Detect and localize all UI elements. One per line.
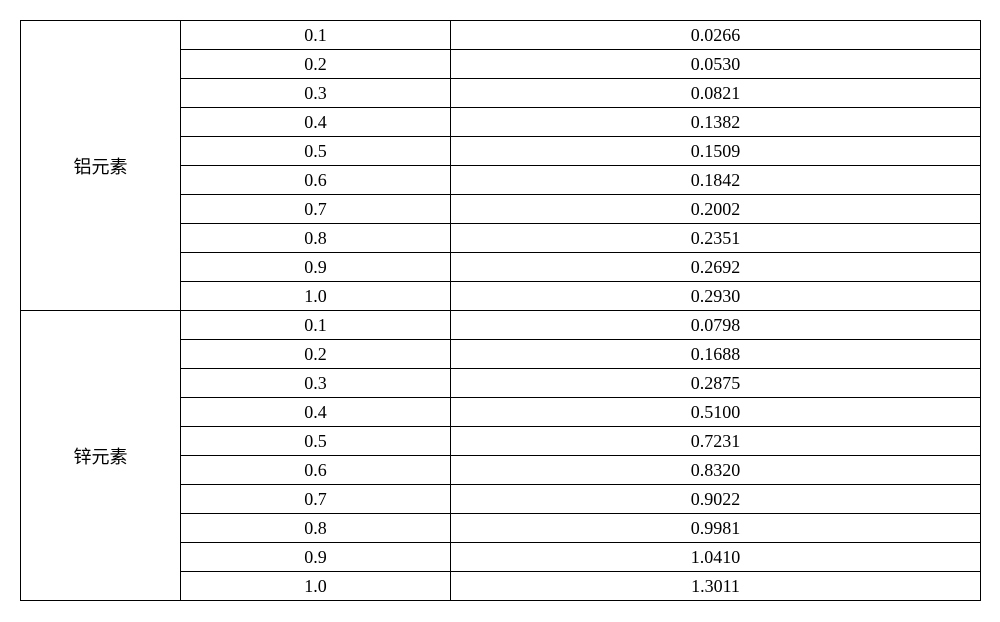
absorbance-cell: 0.1382 xyxy=(451,108,981,137)
concentration-cell: 0.1 xyxy=(181,21,451,50)
group-label-cell: 铝元素 xyxy=(21,21,181,311)
absorbance-cell: 1.0410 xyxy=(451,543,981,572)
absorbance-cell: 0.2930 xyxy=(451,282,981,311)
concentration-cell: 0.3 xyxy=(181,79,451,108)
absorbance-cell: 0.0798 xyxy=(451,311,981,340)
absorbance-cell: 0.2875 xyxy=(451,369,981,398)
absorbance-cell: 0.1842 xyxy=(451,166,981,195)
data-table: 铝元素 0.1 0.0266 0.2 0.0530 0.3 0.0821 0.4… xyxy=(20,20,981,601)
concentration-cell: 1.0 xyxy=(181,282,451,311)
absorbance-cell: 0.0530 xyxy=(451,50,981,79)
absorbance-cell: 0.9022 xyxy=(451,485,981,514)
concentration-cell: 0.6 xyxy=(181,456,451,485)
concentration-cell: 0.9 xyxy=(181,253,451,282)
concentration-cell: 0.2 xyxy=(181,340,451,369)
absorbance-cell: 0.0821 xyxy=(451,79,981,108)
concentration-cell: 0.2 xyxy=(181,50,451,79)
absorbance-cell: 0.1688 xyxy=(451,340,981,369)
concentration-cell: 0.7 xyxy=(181,485,451,514)
absorbance-cell: 0.7231 xyxy=(451,427,981,456)
concentration-cell: 1.0 xyxy=(181,572,451,601)
absorbance-cell: 0.2351 xyxy=(451,224,981,253)
concentration-cell: 0.5 xyxy=(181,427,451,456)
concentration-cell: 0.7 xyxy=(181,195,451,224)
absorbance-cell: 0.5100 xyxy=(451,398,981,427)
concentration-cell: 0.1 xyxy=(181,311,451,340)
table-row: 铝元素 0.1 0.0266 xyxy=(21,21,981,50)
absorbance-cell: 0.2692 xyxy=(451,253,981,282)
concentration-cell: 0.5 xyxy=(181,137,451,166)
absorbance-cell: 0.2002 xyxy=(451,195,981,224)
absorbance-cell: 0.0266 xyxy=(451,21,981,50)
absorbance-cell: 1.3011 xyxy=(451,572,981,601)
concentration-cell: 0.9 xyxy=(181,543,451,572)
concentration-cell: 0.3 xyxy=(181,369,451,398)
absorbance-cell: 0.8320 xyxy=(451,456,981,485)
table-row: 锌元素 0.1 0.0798 xyxy=(21,311,981,340)
absorbance-cell: 0.1509 xyxy=(451,137,981,166)
concentration-cell: 0.4 xyxy=(181,108,451,137)
table-body: 铝元素 0.1 0.0266 0.2 0.0530 0.3 0.0821 0.4… xyxy=(21,21,981,601)
concentration-cell: 0.6 xyxy=(181,166,451,195)
concentration-cell: 0.8 xyxy=(181,514,451,543)
group-label-cell: 锌元素 xyxy=(21,311,181,601)
concentration-cell: 0.8 xyxy=(181,224,451,253)
absorbance-cell: 0.9981 xyxy=(451,514,981,543)
concentration-cell: 0.4 xyxy=(181,398,451,427)
